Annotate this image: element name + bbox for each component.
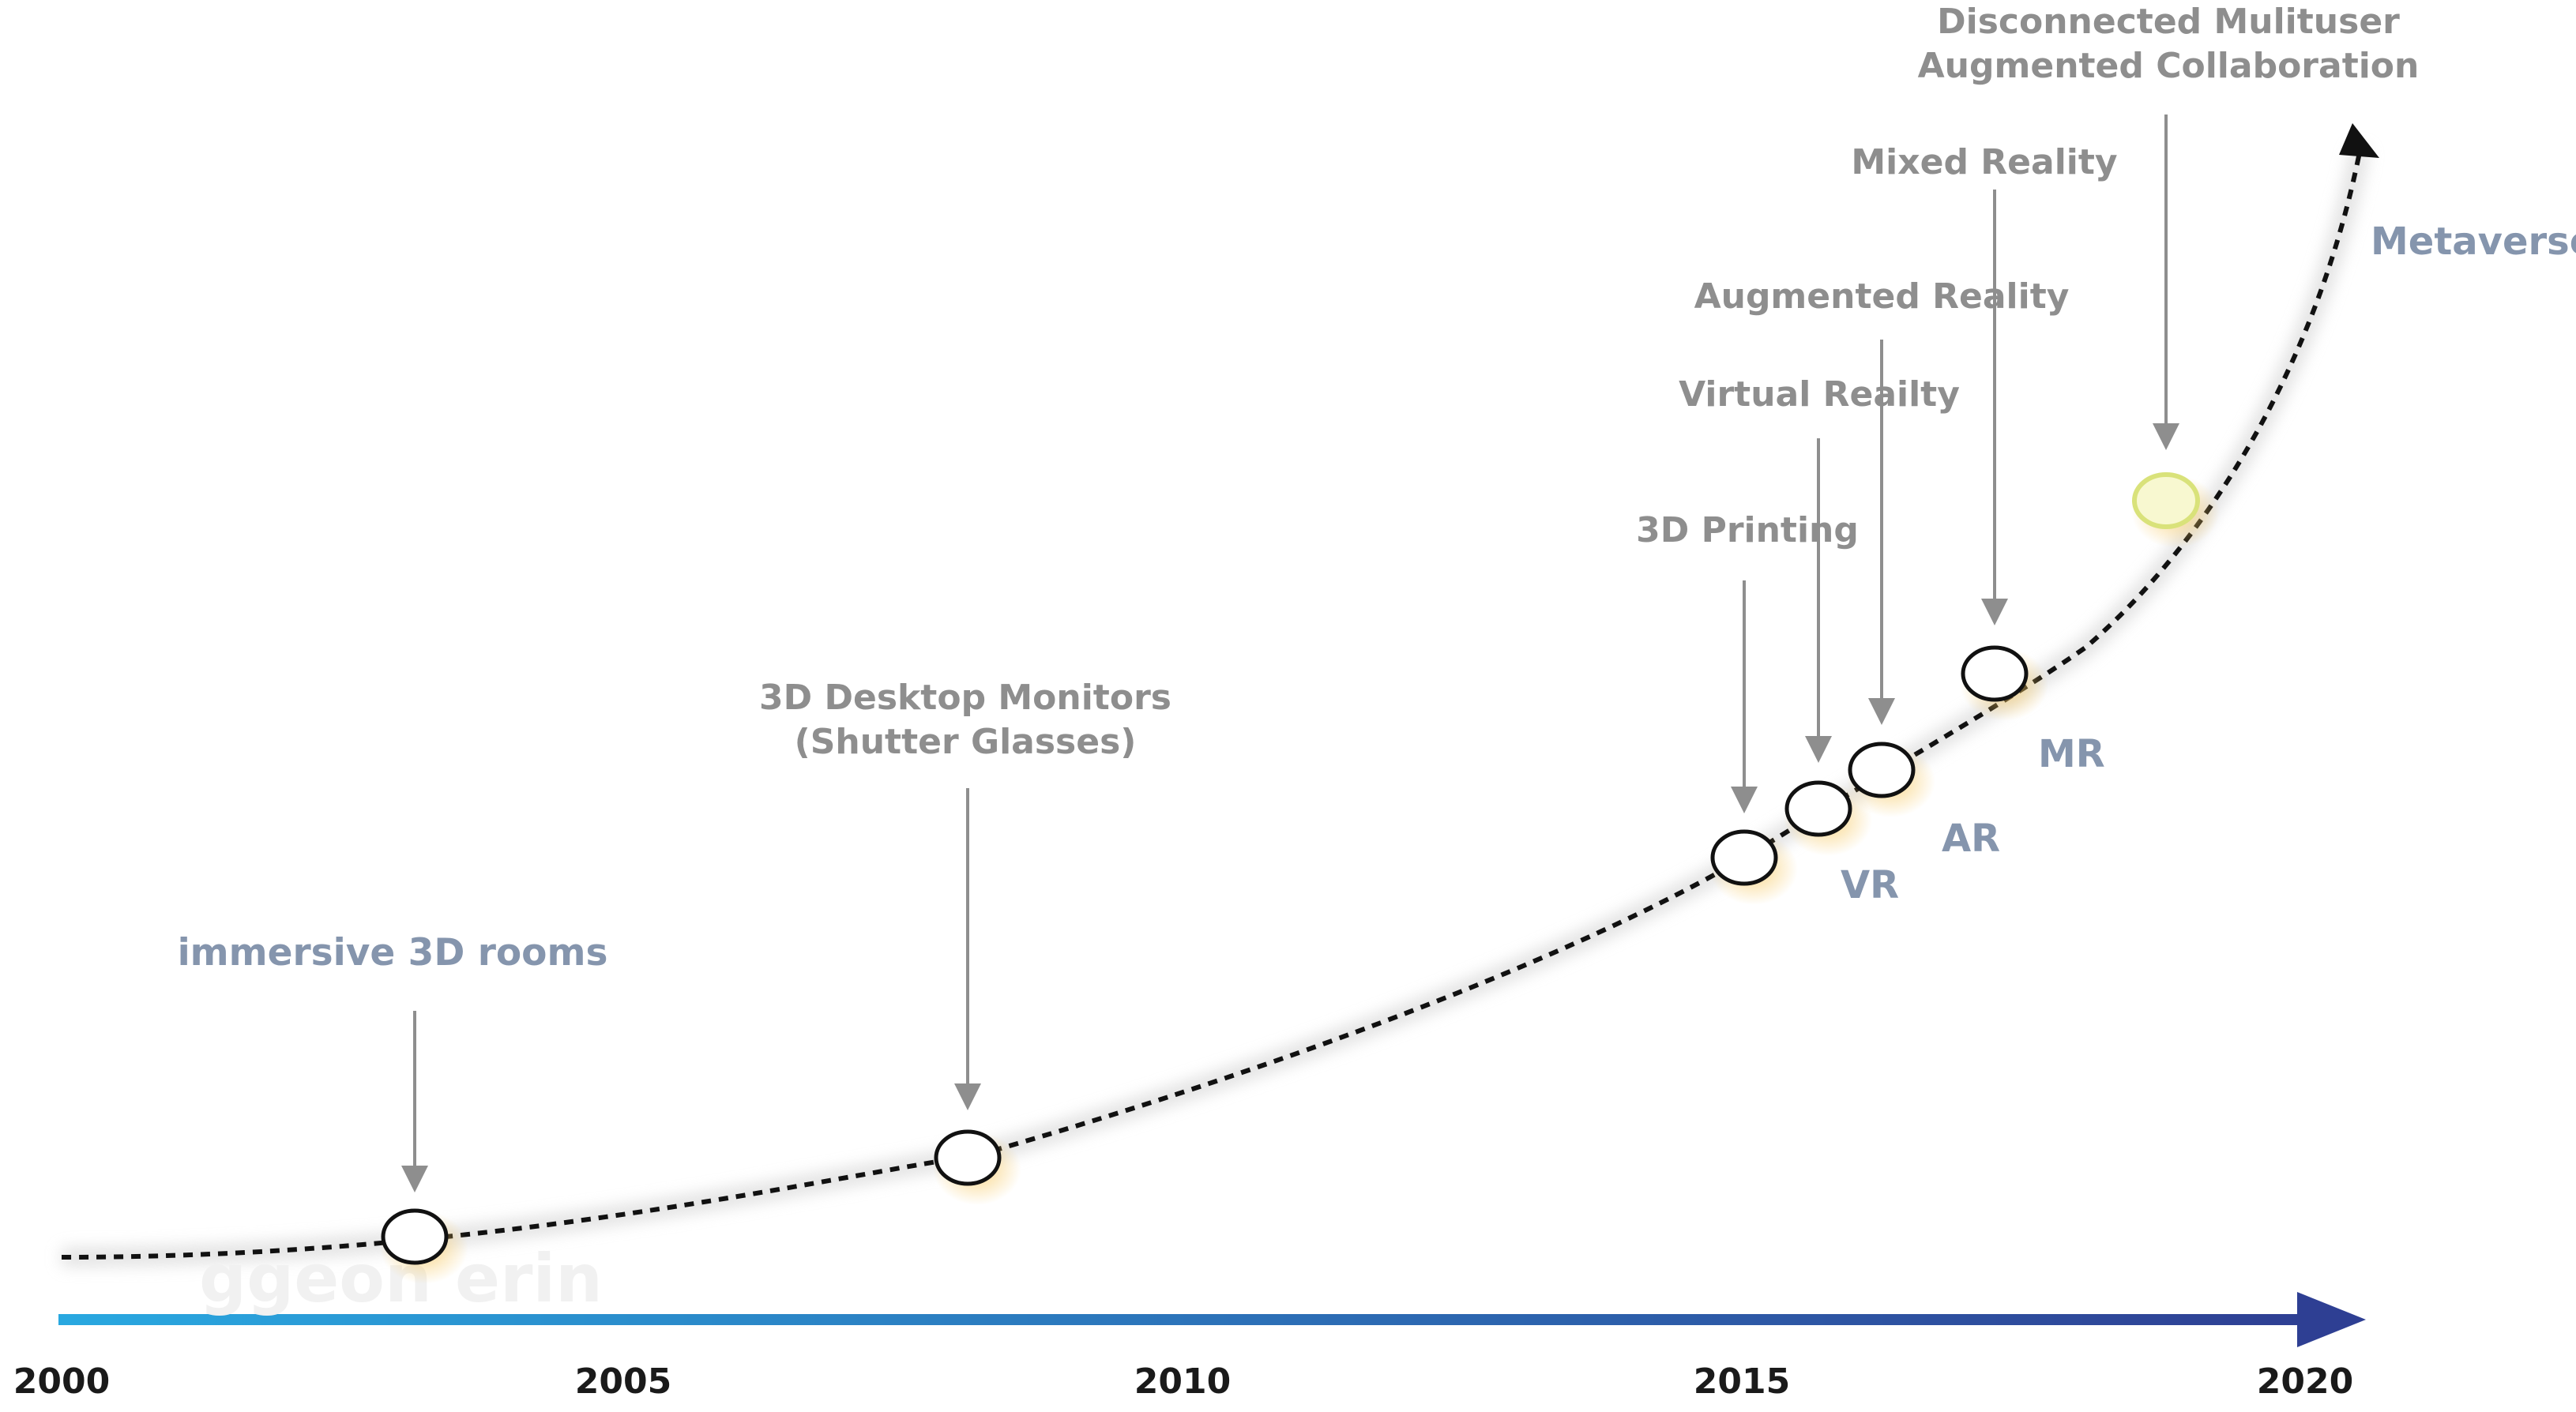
milestone-abbr-augmented-reality: AR xyxy=(1942,817,2000,861)
milestone-node-3d-desktop-monitors xyxy=(934,1129,1002,1186)
milestone-label-mixed-reality: Mixed Reality xyxy=(1851,142,2117,182)
milestone-label-disconnected-multiuser: Augmented Collaboration xyxy=(1918,46,2420,86)
milestone-label-virtual-reality: Virtual Reailty xyxy=(1679,374,1960,415)
milestone-abbr-mixed-reality: MR xyxy=(2038,732,2105,776)
year-tick-label: 2015 xyxy=(1694,1361,1790,1402)
year-tick-label: 2020 xyxy=(2257,1361,2353,1402)
time-axis xyxy=(58,1314,2302,1325)
milestone-node-immersive-3d-rooms xyxy=(381,1208,449,1265)
pointer-arrowhead-3d-printing xyxy=(1731,787,1758,813)
milestone-label-3d-desktop-monitors: 3D Desktop Monitors xyxy=(759,678,1171,718)
year-tick-label: 2005 xyxy=(575,1361,671,1402)
milestone-node-mixed-reality xyxy=(1961,645,2029,702)
pointer-arrowhead-mixed-reality xyxy=(1981,599,2008,625)
curve-arrowhead xyxy=(2339,123,2379,158)
year-tick-label: 2010 xyxy=(1134,1361,1231,1402)
milestone-node-augmented-reality xyxy=(1848,742,1916,798)
milestone-abbr-virtual-reality: VR xyxy=(1841,863,1899,907)
milestone-node-3d-printing xyxy=(1710,829,1778,886)
time-axis-arrowhead xyxy=(2297,1292,2366,1347)
pointer-arrowhead-immersive-3d-rooms xyxy=(401,1166,428,1192)
milestone-label-3d-desktop-monitors: (Shutter Glasses) xyxy=(795,722,1137,762)
pointer-arrowhead-disconnected-multiuser xyxy=(2153,423,2179,450)
pointer-arrowhead-augmented-reality xyxy=(1868,698,1895,725)
milestone-label-augmented-reality: Augmented Reality xyxy=(1694,276,2070,317)
milestone-label-disconnected-multiuser: Disconnected Mulituser xyxy=(1937,2,2400,42)
milestone-node-disconnected-multiuser xyxy=(2132,472,2200,529)
growth-curve xyxy=(61,148,2363,1260)
milestone-label-3d-printing: 3D Printing xyxy=(1636,510,1859,550)
milestone-node-virtual-reality xyxy=(1784,780,1852,837)
pointer-arrowhead-virtual-reality xyxy=(1805,736,1832,763)
milestone-label-immersive-3d-rooms: immersive 3D rooms xyxy=(178,931,608,975)
pointer-arrowhead-3d-desktop-monitors xyxy=(954,1083,981,1110)
metaverse-label: Metaverse xyxy=(2371,220,2576,264)
year-tick-label: 2000 xyxy=(13,1361,110,1402)
